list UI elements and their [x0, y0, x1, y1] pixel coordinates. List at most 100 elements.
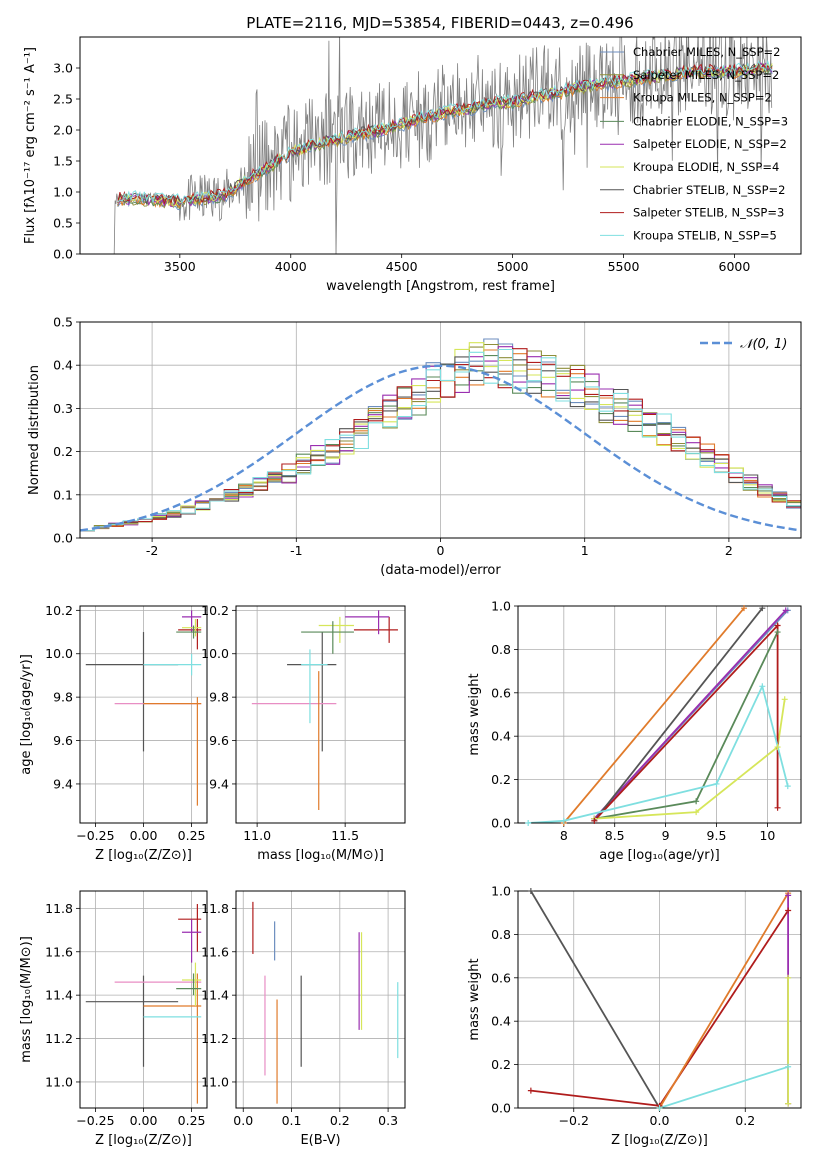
plot-area [528, 607, 789, 823]
mass-weight-line [658, 892, 789, 1108]
y-tick-label: 10.2 [45, 603, 73, 618]
data-point-marker [693, 809, 700, 816]
y-axis-label: age [log₁₀(age/yr)] [19, 654, 34, 775]
observed-spectrum-line [113, 37, 773, 254]
y-tick-label: 0.0 [491, 816, 511, 831]
y-axis-label: mass weight [467, 958, 482, 1040]
y-tick-label: 0.2 [53, 444, 73, 459]
x-tick-label: 11.5 [331, 828, 359, 843]
age-massweight-panel: 8 8.5 9 9.5 10 0.0 0.2 0.4 0.6 0.8 1.0 age [log₁₀(a… [467, 599, 802, 863]
plot-area [85, 904, 202, 1104]
x-tick-label: -2 [146, 543, 158, 558]
plot-area [252, 901, 399, 1104]
model-spectrum-line [117, 59, 773, 204]
data-point-marker [713, 780, 720, 787]
x-tick-label: 0.0 [650, 1113, 670, 1128]
x-tick-label: 0.00 [130, 828, 158, 843]
x-axis-label: Z [log₁₀(Z/Z⊙)] [95, 848, 192, 863]
y-tick-label: 10.0 [201, 646, 229, 661]
plot-area [113, 37, 773, 254]
y-tick-label: 0.2 [491, 772, 511, 787]
y-tick-label: 0.2 [491, 1057, 511, 1072]
x-tick-label: -1 [290, 543, 302, 558]
x-tick-label: −0.2 [559, 1113, 589, 1128]
y-tick-label: 11.2 [201, 1031, 229, 1046]
y-tick-label: 11.0 [45, 1074, 73, 1089]
y-tick-label: 9.4 [209, 776, 229, 791]
x-tick-label: −0.25 [76, 1113, 114, 1128]
mass-weight-line [563, 607, 745, 823]
data-point-marker [785, 907, 792, 914]
y-tick-label: 10.0 [45, 646, 73, 661]
x-tick-label: 0.25 [178, 1113, 206, 1128]
x-tick-label: 4500 [386, 259, 418, 274]
x-tick-label: 8 [560, 828, 568, 843]
axes-frame [79, 890, 208, 1109]
data-point-marker [785, 974, 792, 981]
y-tick-label: 0.6 [491, 685, 511, 700]
data-point-marker [656, 1105, 663, 1111]
data-point-marker [693, 798, 700, 805]
Z-age-panel: −0.25 0.00 0.25 9.4 9.6 9.8 10.0 10.2 Z [log₁₀(Z… [19, 603, 208, 863]
plot-area [530, 891, 789, 1108]
y-tick-label: 3.0 [53, 61, 73, 76]
x-axis-label: Z [log₁₀(Z/Z⊙)] [611, 1133, 708, 1148]
legend-entry: Kroupa ELODIE, N_SSP=4 [633, 160, 779, 174]
data-point-marker [740, 605, 747, 612]
x-tick-label: 10 [759, 828, 775, 843]
y-tick-label: 1.0 [491, 599, 511, 614]
y-tick-label: 0.8 [491, 927, 511, 942]
data-point-marker [785, 892, 792, 899]
data-point-marker [525, 820, 532, 826]
x-tick-label: 11.0 [243, 828, 271, 843]
Z-massweight-panel: −0.2 0.0 0.2 0.0 0.2 0.4 0.6 0.8 1.0 Z [log₁₀(Z/Z… [467, 884, 802, 1148]
y-tick-label: 0.4 [491, 1014, 511, 1029]
y-tick-label: 0.4 [53, 358, 73, 373]
data-point-marker [782, 607, 789, 614]
legend-entry: 𝒩(0, 1) [740, 337, 787, 352]
axes-frame [235, 890, 406, 1109]
y-tick-label: 9.8 [53, 690, 73, 705]
y-tick-label: 9.8 [209, 690, 229, 705]
x-tick-label: 5000 [497, 259, 529, 274]
mass-age-panel: 11.0 11.5 9.4 9.6 9.8 10.0 10.2 mass [log₁₀(M/M… [201, 603, 406, 863]
axes-frame [235, 605, 406, 824]
y-tick-label: 11.0 [201, 1074, 229, 1089]
x-tick-label: 9 [662, 828, 670, 843]
y-tick-label: 1.5 [53, 154, 73, 169]
y-tick-label: 11.6 [201, 944, 229, 959]
y-tick-label: 11.2 [45, 1031, 73, 1046]
data-point-marker [785, 1063, 792, 1070]
y-tick-label: 0.5 [53, 315, 73, 330]
data-point-marker [560, 817, 567, 824]
gaussian-curve [80, 364, 801, 532]
mass-weight-line [530, 891, 661, 1108]
legend-entry: Chabrier MILES, N_SSP=2 [633, 45, 780, 59]
x-tick-label: 3500 [164, 259, 196, 274]
y-tick-label: 1.0 [53, 185, 73, 200]
x-tick-label: 0.1 [282, 1113, 302, 1128]
data-point-marker [774, 744, 781, 751]
x-tick-label: 2 [725, 543, 733, 558]
y-tick-label: 2.5 [53, 92, 73, 107]
legend-entry: Salpeter MILES, N_SSP=2 [633, 68, 779, 82]
axes-frame [79, 321, 802, 539]
plot-area [85, 610, 202, 806]
mass-weight-line [593, 607, 764, 822]
x-tick-label: 8.5 [605, 828, 625, 843]
Z-mass-panel: −0.25 0.00 0.25 11.0 11.2 11.4 11.6 11.8 Z [log₁… [19, 890, 208, 1148]
x-axis-label: Z [log₁₀(Z/Z⊙)] [95, 1133, 192, 1148]
axes-frame [517, 605, 802, 824]
x-axis-label: E(B-V) [300, 1133, 340, 1148]
x-tick-label: 1 [581, 543, 589, 558]
axes-frame [79, 605, 208, 824]
data-point-marker [781, 696, 788, 703]
mass-weight-line [528, 683, 789, 823]
data-point-marker [784, 783, 791, 790]
x-tick-label: 0.25 [178, 828, 206, 843]
chart-title: PLATE=2116, MJD=53854, FIBERID=0443, z=0… [246, 14, 633, 32]
y-tick-label: 0.8 [491, 642, 511, 657]
y-tick-label: 0.5 [53, 216, 73, 231]
data-point-marker [774, 622, 781, 629]
